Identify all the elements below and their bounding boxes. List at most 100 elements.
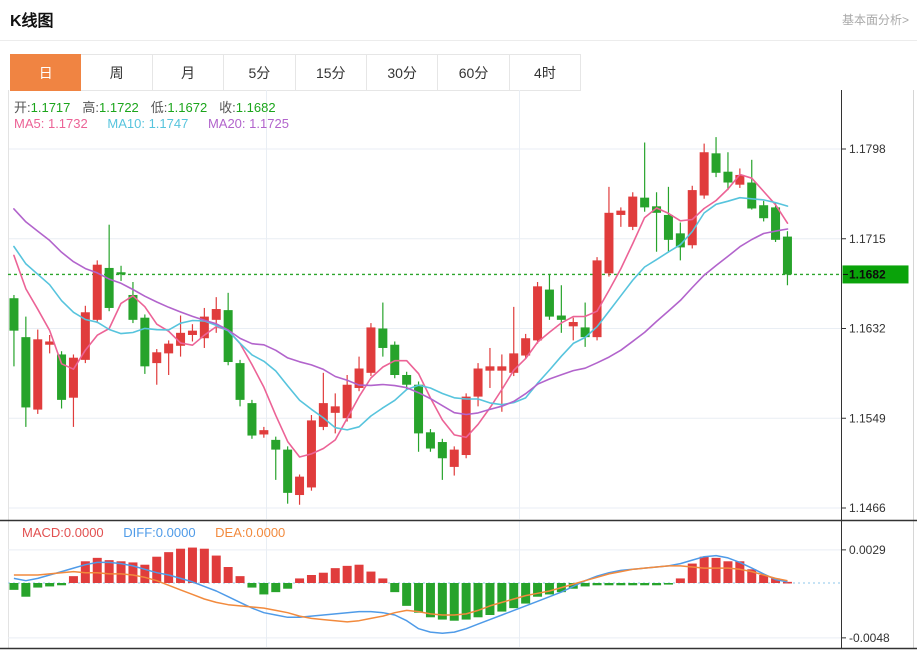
- dea-value: DEA:0.0000: [215, 525, 286, 540]
- macd-bar: [378, 578, 388, 583]
- macd-bar: [235, 576, 245, 583]
- ma5-value: MA5: 1.1732: [14, 116, 88, 131]
- candle-body: [164, 343, 174, 354]
- candle-body: [402, 374, 412, 385]
- price-axis-label: 1.1632: [849, 322, 886, 336]
- macd-bar: [152, 556, 162, 583]
- macd-bar: [57, 583, 67, 586]
- macd-bar: [604, 583, 614, 586]
- candle-body: [247, 403, 257, 436]
- period-tab-5[interactable]: 30分: [366, 54, 439, 91]
- candle-body: [616, 210, 626, 215]
- macd-bar: [283, 583, 293, 589]
- candle-body: [295, 476, 305, 496]
- candle-body: [497, 366, 507, 371]
- macd-bar: [580, 583, 590, 587]
- macd-bar: [21, 583, 31, 597]
- dea-line: [13, 565, 788, 623]
- chart-gridlines: [8, 90, 914, 648]
- candle-body: [485, 366, 495, 371]
- candle-body: [699, 152, 709, 196]
- price-axis-label: 1.1549: [849, 411, 886, 425]
- price-axis-label: 1.1715: [849, 232, 886, 246]
- candle-body: [235, 363, 245, 400]
- candle-body: [461, 396, 471, 456]
- macd-bar: [640, 583, 650, 586]
- close-label: 收:: [219, 100, 236, 115]
- candle-body: [104, 267, 114, 308]
- macd-bar: [128, 562, 138, 583]
- candle-body: [57, 354, 67, 400]
- macd-bar: [402, 583, 412, 606]
- candle-body: [140, 317, 150, 367]
- high-label: 高:: [82, 100, 100, 115]
- header-divider: [0, 40, 917, 41]
- candle-body: [747, 182, 757, 209]
- candle-body: [283, 449, 293, 493]
- period-tab-2[interactable]: 月: [152, 54, 225, 91]
- period-tab-3[interactable]: 5分: [224, 54, 296, 91]
- candle-body: [223, 310, 233, 363]
- open-label: 开:: [14, 100, 31, 115]
- macd-bar: [425, 583, 435, 618]
- macd-axis-label: 0.0029: [849, 543, 886, 557]
- candle-body: [687, 190, 697, 246]
- candle-body: [318, 403, 328, 427]
- high-value: 1.1722: [99, 100, 139, 115]
- macd-value: MACD:0.0000: [22, 525, 104, 540]
- candle-body: [521, 338, 531, 356]
- page-title: K线图: [10, 13, 54, 30]
- candle-body: [259, 430, 269, 435]
- diff-value: DIFF:0.0000: [123, 525, 196, 540]
- candle-body: [378, 328, 388, 348]
- macd-bar: [223, 566, 233, 583]
- candle-body: [759, 205, 769, 219]
- macd-bar: [663, 583, 673, 585]
- candle-body: [342, 384, 352, 419]
- macd-bar: [747, 569, 757, 583]
- period-tab-1[interactable]: 周: [81, 54, 153, 91]
- macd-bar: [295, 578, 305, 583]
- macd-bar: [9, 583, 19, 590]
- candle-body: [45, 341, 55, 345]
- ma20-value: MA20: 1.1725: [207, 116, 289, 131]
- macd-bar: [592, 583, 602, 586]
- candle-body: [390, 344, 400, 375]
- macd-bar: [211, 555, 221, 583]
- macd-bar: [782, 581, 792, 584]
- macd-bar: [164, 552, 174, 583]
- period-tab-6[interactable]: 60分: [438, 54, 510, 91]
- candle-body: [449, 449, 459, 467]
- macd-bar: [699, 556, 709, 583]
- macd-bar: [271, 583, 281, 593]
- macd-bar: [437, 583, 447, 620]
- macd-bar: [68, 576, 78, 583]
- candle-body: [556, 315, 566, 320]
- ma10-line: [13, 196, 789, 431]
- candle-body: [176, 332, 186, 346]
- candle-body: [9, 298, 19, 331]
- candle-body: [544, 289, 554, 317]
- ma5-line: [13, 173, 789, 458]
- price-axis-label: 1.1466: [849, 501, 886, 515]
- candle-body: [187, 330, 197, 335]
- period-tab-4[interactable]: 15分: [295, 54, 367, 91]
- macd-bar: [449, 583, 459, 621]
- macd-bar: [366, 571, 376, 583]
- macd-bar: [461, 583, 471, 620]
- candle-body: [735, 174, 745, 185]
- candle-body: [663, 214, 673, 240]
- last-price-badge: 1.1682: [842, 265, 909, 284]
- fundamental-analysis-link[interactable]: 基本面分析>: [841, 13, 909, 27]
- candle-body: [473, 368, 483, 397]
- macd-bar: [521, 583, 531, 604]
- macd-bar: [675, 578, 685, 583]
- period-tab-0[interactable]: 日: [10, 54, 82, 91]
- candle-body: [533, 286, 543, 341]
- macd-bar: [354, 564, 364, 583]
- candle-body: [509, 353, 519, 373]
- period-tab-7[interactable]: 4时: [509, 54, 582, 91]
- macd-row: MACD:0.0000 DIFF:0.0000 DEA:0.0000: [22, 525, 301, 540]
- ma20-line: [13, 208, 789, 416]
